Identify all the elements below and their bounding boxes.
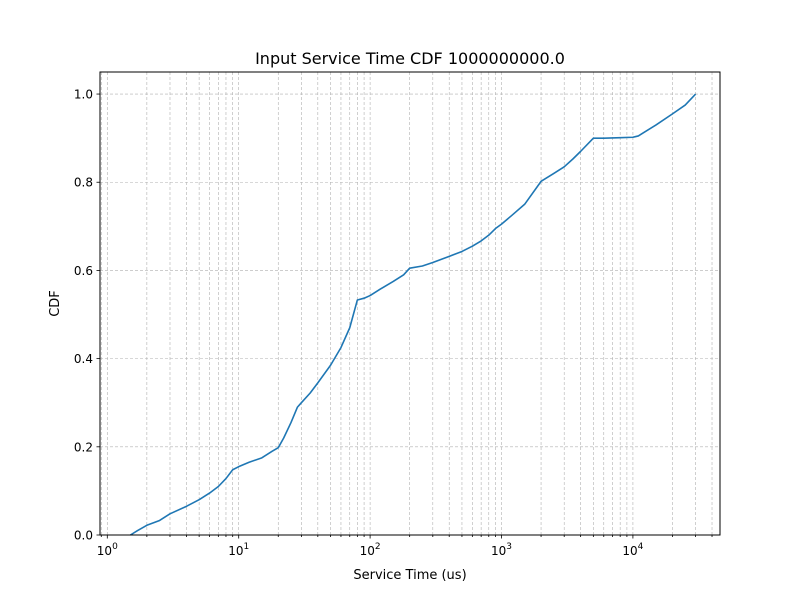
x-tick-label: 103 (491, 542, 512, 558)
y-tick-label: 0.8 (74, 176, 93, 190)
x-tick-label: 101 (228, 542, 249, 558)
y-axis-label: CDF (48, 290, 63, 317)
y-tick-label: 0.4 (74, 352, 93, 366)
grid (100, 72, 720, 536)
y-tick-label: 1.0 (74, 88, 93, 102)
series-line-group (130, 93, 697, 536)
x-tick-label: 104 (622, 542, 643, 558)
x-axis-label: Service Time (us) (353, 568, 466, 583)
y-tick-label: 0.2 (74, 440, 93, 454)
x-tick-label: 100 (97, 542, 118, 558)
ticks: 0.0 0.2 0.4 0.6 0.8 1.0 100 101 102 103 104 (74, 88, 713, 558)
cdf-series-line (130, 93, 697, 536)
y-tick-label: 0.6 (74, 264, 93, 278)
x-tick-label: 102 (360, 542, 381, 558)
y-tick-label: 0.0 (74, 529, 93, 543)
chart-title: Input Service Time CDF 1000000000.0 (255, 49, 565, 68)
